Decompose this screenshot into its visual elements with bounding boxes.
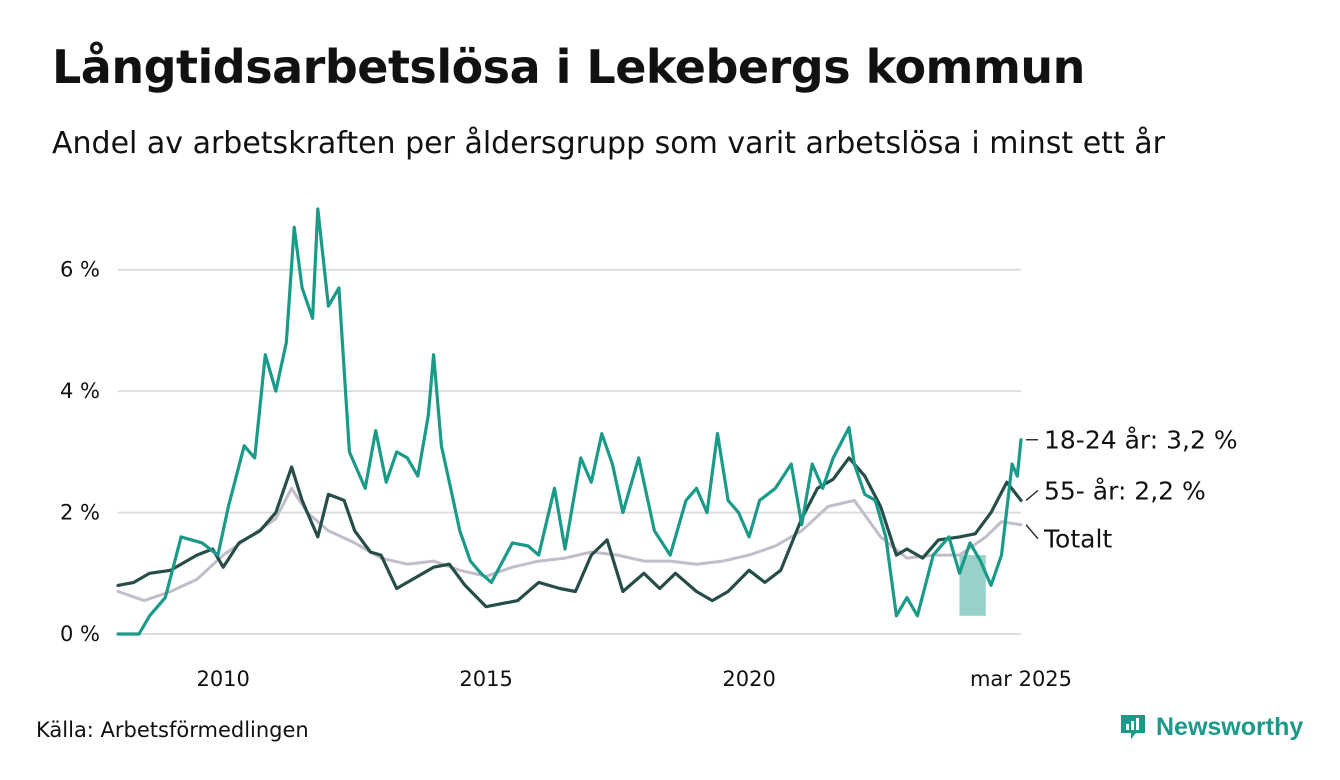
newsworthy-logo-icon [1121, 715, 1145, 739]
series-label-total: Totalt [1043, 525, 1112, 554]
series-label-young: 18-24 år: 3,2 % [1044, 426, 1238, 455]
series-line-young [116, 207, 1023, 636]
chart-title: Långtidsarbetslösa i Lekebergs kommun [52, 40, 1085, 94]
chart-subtitle: Andel av arbetskraften per åldersgrupp s… [52, 126, 1165, 161]
series-line-old [116, 456, 1023, 609]
line-chart: 0 % 2 % 4 % 6 % 2010 2015 2020 mar 2025 Totalt 5… [60, 207, 1238, 691]
brand-name: Newsworthy [1156, 712, 1304, 741]
series-label-old: 55- år: 2,2 % [1044, 476, 1206, 505]
brand-logo: Newsworthy [1118, 712, 1303, 742]
source-note: Källa: Arbetsförmedlingen [36, 718, 309, 742]
series-line-total [116, 486, 1023, 603]
label-leader-old [1025, 489, 1039, 502]
x-tick-label: mar 2025 [970, 667, 1072, 691]
y-tick-label: 2 % [60, 501, 100, 525]
x-tick-label: 2010 [196, 667, 249, 691]
x-tick-label: 2015 [459, 667, 512, 691]
label-leader-total [1025, 524, 1039, 540]
y-tick-label: 6 % [60, 258, 100, 282]
x-tick-label: 2020 [722, 667, 775, 691]
y-tick-label: 0 % [60, 622, 100, 646]
y-tick-label: 4 % [60, 379, 100, 403]
